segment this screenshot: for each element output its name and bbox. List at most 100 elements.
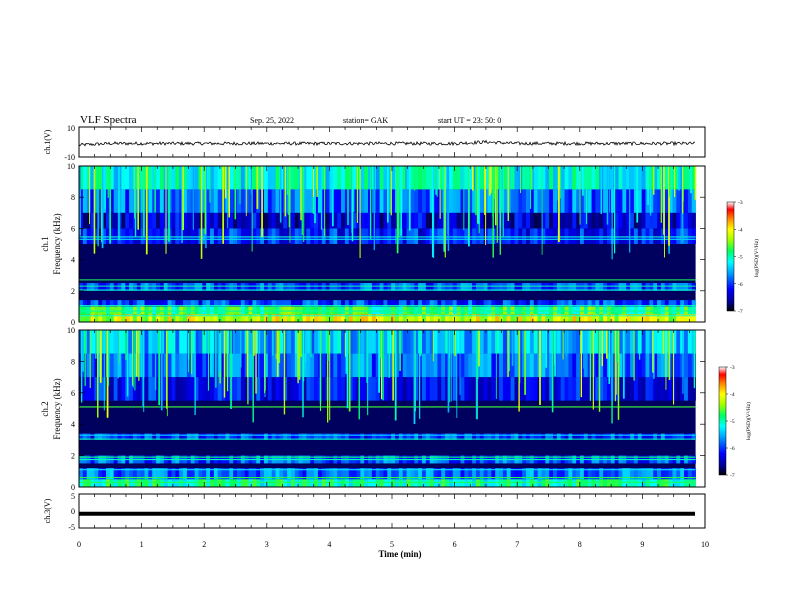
spectrogram-band-cell <box>325 166 330 190</box>
spectrogram-band-cell <box>664 330 669 354</box>
spectrogram-band-cell <box>418 166 423 190</box>
spectrogram-band-cell <box>418 353 423 378</box>
spectrogram-band-cell <box>402 283 407 291</box>
spectrogram-band-cell <box>279 377 284 401</box>
spectrogram-band-cell <box>576 166 581 190</box>
spectrogram-band-cell <box>121 300 126 307</box>
spectrogram-band-cell <box>221 377 226 401</box>
spectrogram-band-cell <box>649 330 654 354</box>
spectrogram-band-cell <box>117 377 122 401</box>
spectrogram-band-cell <box>152 377 157 401</box>
spectrogram-band-cell <box>664 479 669 487</box>
spectrogram-band-cell <box>437 300 442 307</box>
spectrogram-band-cell <box>441 283 446 291</box>
spectrogram-band-cell <box>579 283 585 291</box>
spectrogram-band-cell <box>317 283 323 291</box>
spectrogram-band-cell <box>668 300 673 307</box>
spectrogram-band-cell <box>464 433 469 440</box>
spectrogram-band-cell <box>660 166 666 190</box>
spectrogram-band-cell <box>186 314 192 322</box>
spectrogram-band-cell <box>672 228 677 244</box>
spectrogram-band-cell <box>383 300 388 307</box>
spectrogram-band-cell <box>529 228 535 244</box>
spectrogram-band-cell <box>356 300 361 307</box>
spectrogram-band-cell <box>491 283 496 291</box>
spectrogram-band-cell <box>183 479 188 487</box>
spectrogram-band-cell <box>213 283 219 291</box>
spectrogram-band-cell <box>375 306 380 315</box>
spectrogram-band-cell <box>649 314 654 322</box>
spectrogram-band-cell <box>668 433 673 440</box>
spectrogram-band-cell <box>198 314 203 322</box>
freq-tick-label: 6 <box>71 224 75 233</box>
spectrogram-band-cell <box>560 283 565 291</box>
ch2-spectrogram <box>79 330 696 487</box>
spectrogram-band-cell <box>398 314 404 322</box>
spectrogram-band-cell <box>356 433 361 440</box>
x-tick-label: 7 <box>515 540 519 549</box>
spectrogram-band-cell <box>221 353 226 378</box>
spectrogram-band-cell <box>510 377 515 401</box>
spectrogram-band-cell <box>317 166 323 190</box>
spectrogram-band-cell <box>572 353 577 378</box>
spectrogram-band-cell <box>321 314 326 322</box>
spectrogram-band-cell <box>414 330 419 354</box>
spectrogram-band-cell <box>502 353 508 378</box>
spectrogram-band-cell <box>375 314 380 322</box>
spectrogram-band-cell <box>606 377 612 401</box>
spectrogram-band-cell <box>302 468 307 480</box>
spectrogram-band-cell <box>221 330 226 354</box>
spectrogram-band-cell <box>614 306 619 315</box>
spectrogram-band-cell <box>186 212 192 229</box>
spectrogram-band-cell <box>541 353 546 378</box>
spectrogram-band-cell <box>186 306 192 315</box>
spectrogram-band-cell <box>614 433 619 440</box>
spectrogram-band-cell <box>518 479 523 487</box>
spectrogram-band-cell <box>171 166 176 190</box>
spectrogram-band-cell <box>514 353 519 378</box>
spectrogram-band-cell <box>294 212 299 229</box>
colorbar-2-scale <box>718 366 727 476</box>
spectrogram-band-cell <box>545 353 550 378</box>
spectrogram-band-cell <box>144 314 149 322</box>
spectrogram-band-cell <box>691 314 696 322</box>
spectrogram-band-cell <box>121 330 126 354</box>
spectrogram-band-cell <box>167 377 172 401</box>
spectrogram-band-cell <box>109 300 114 307</box>
spectrogram-band-cell <box>167 479 172 487</box>
spectrogram-band-cell <box>441 479 446 487</box>
spectrogram-band-cell <box>487 212 492 229</box>
freq-tick-label: 2 <box>71 287 75 296</box>
spectrogram-band-cell <box>418 300 423 307</box>
spectrogram-band-cell <box>560 468 565 480</box>
spectrogram-band-cell <box>109 228 114 244</box>
spectrogram-band-cell <box>221 479 226 487</box>
spectrogram-band-cell <box>579 189 585 213</box>
spectrogram-band-cell <box>337 228 342 244</box>
spectrogram-band-cell <box>287 353 292 378</box>
spectrogram-band-cell <box>383 228 388 244</box>
spectrogram-band-cell <box>637 166 642 190</box>
spectrogram-band-cell <box>233 353 238 378</box>
spectrogram-band-cell <box>233 479 238 487</box>
spectrogram-band-cell <box>587 283 592 291</box>
spectrogram-band-cell <box>506 300 511 307</box>
spectrogram-band-cell <box>140 189 145 213</box>
spectrogram-band-cell <box>437 479 442 487</box>
spectrogram-band-cell <box>595 189 600 213</box>
spectrogram-band-cell <box>190 377 195 401</box>
spectrogram-band-cell <box>321 228 326 244</box>
spectrogram-band-cell <box>98 314 103 322</box>
spectrogram-band-cell <box>475 283 481 291</box>
spectrogram-band-cell <box>553 314 558 322</box>
spectrogram-band-cell <box>553 377 558 401</box>
spectrogram-band-cell <box>657 433 662 440</box>
spectrogram-band-cell <box>653 300 658 307</box>
spectrogram-band-cell <box>82 479 88 487</box>
spectrogram-band-cell <box>398 468 404 480</box>
spectrogram-band-cell <box>179 283 184 291</box>
spectrogram-band-cell <box>105 212 111 229</box>
spectrogram-band-cell <box>344 468 350 480</box>
spectrogram-band-cell <box>556 314 562 322</box>
